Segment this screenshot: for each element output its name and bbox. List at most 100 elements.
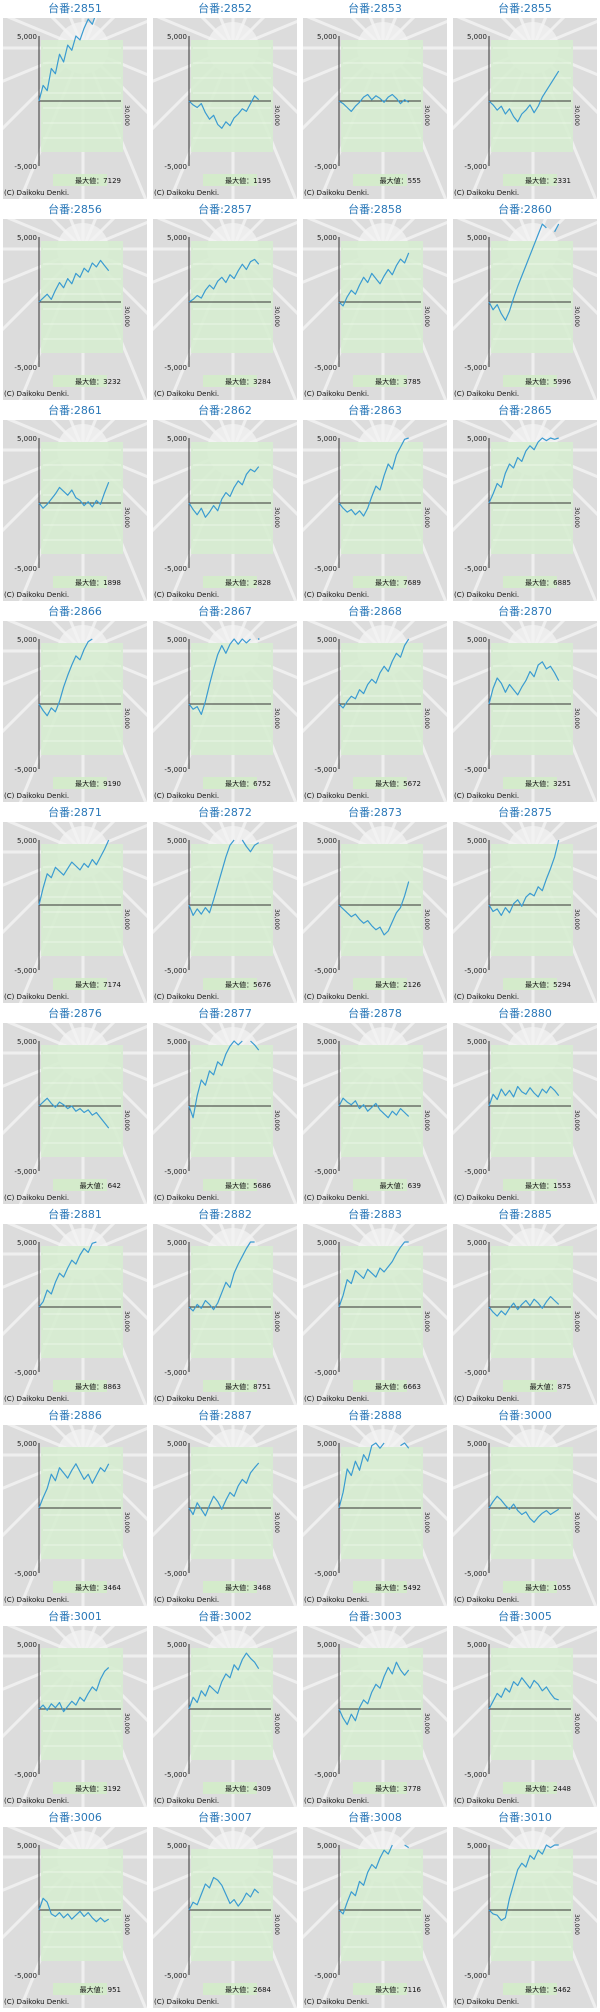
chart-title[interactable]: 台番:3000: [498, 1409, 552, 1422]
chart-title[interactable]: 台番:2855: [498, 2, 552, 15]
chart-title[interactable]: 台番:2868: [348, 605, 402, 618]
background-ray: [6, 18, 84, 50]
background-ray: [531, 1023, 566, 1055]
background-board: [191, 241, 273, 353]
chart-title[interactable]: 台番:2865: [498, 404, 552, 417]
chart-svg: 5,000 -5,000 30,000 最大値：5672 (C) Daikoku Den…: [303, 621, 447, 802]
chart-card: 台番:2872 5,000 -5,000 30,000 最大値：5676 (C) Daik…: [150, 804, 300, 1005]
chart-title[interactable]: 台番:2876: [48, 1007, 102, 1020]
chart-panel: 5,000 -5,000 30,000 最大値：5294 (C) Daikoku Den…: [453, 822, 597, 1003]
background-board-stripes: [493, 1655, 571, 1747]
background-ray: [382, 1024, 447, 1055]
chart-title[interactable]: 台番:2860: [498, 203, 552, 216]
y-tick-label: -5,000: [164, 766, 187, 774]
y-tick-label: -5,000: [164, 1168, 187, 1176]
chart-title[interactable]: 台番:2885: [498, 1208, 552, 1221]
y-tick-label: 5,000: [467, 1440, 487, 1448]
chart-title[interactable]: 台番:2853: [348, 2, 402, 15]
chart-title[interactable]: 台番:2867: [198, 605, 252, 618]
chart-title[interactable]: 台番:2857: [198, 203, 252, 216]
background-ray: [50, 822, 85, 854]
y-tick-label: -5,000: [14, 163, 37, 171]
background-board: [191, 40, 273, 152]
background-board: [491, 643, 573, 755]
chart-title[interactable]: 台番:3005: [498, 1610, 552, 1623]
chart-title[interactable]: 台番:2875: [498, 806, 552, 819]
background-board: [191, 1849, 273, 1961]
chart-title[interactable]: 台番:3001: [48, 1610, 102, 1623]
background-board-stripes: [43, 248, 121, 340]
chart-title[interactable]: 台番:2861: [48, 404, 102, 417]
series-line: [38, 481, 110, 509]
chart-title[interactable]: 台番:3008: [348, 1811, 402, 1824]
max-value-label: 最大値：951: [80, 1985, 121, 1994]
background-ray: [531, 420, 566, 452]
x-tick-label: 30,000: [423, 1110, 430, 1131]
background-board-stripes: [193, 1655, 271, 1747]
chart-svg: 5,000 -5,000 30,000 最大値：2684 (C) Daikoku Den…: [153, 1827, 297, 2008]
chart-title[interactable]: 台番:2883: [348, 1208, 402, 1221]
chart-title[interactable]: 台番:2888: [348, 1409, 402, 1422]
chart-title[interactable]: 台番:2856: [48, 203, 102, 216]
y-tick-label: 5,000: [167, 1842, 187, 1850]
chart-title[interactable]: 台番:2866: [48, 605, 102, 618]
background-ray: [456, 1425, 534, 1457]
chart-title[interactable]: 台番:3006: [48, 1811, 102, 1824]
background-plate: [53, 1179, 107, 1191]
background-ray: [381, 420, 416, 452]
background-ray: [81, 822, 116, 854]
copyright-text: (C) Daikoku Denki.: [154, 1395, 219, 1403]
background-ray: [232, 1426, 297, 1457]
y-tick-label: 5,000: [17, 636, 37, 644]
chart-title[interactable]: 台番:2871: [48, 806, 102, 819]
copyright-text: (C) Daikoku Denki.: [4, 390, 69, 398]
chart-title[interactable]: 台番:3003: [348, 1610, 402, 1623]
background-board-stripes: [343, 449, 421, 541]
chart-card: 台番:2882 5,000 -5,000 30,000 最大値：8751 (C) Daik…: [150, 1206, 300, 1407]
series-line: [38, 638, 93, 717]
background-board: [191, 844, 273, 956]
chart-title[interactable]: 台番:2863: [348, 404, 402, 417]
background-ray: [82, 1627, 147, 1658]
chart-title[interactable]: 台番:3007: [198, 1811, 252, 1824]
background-ray: [200, 822, 235, 854]
x-tick-label: 30,000: [273, 1914, 280, 1935]
chart-title[interactable]: 台番:2877: [198, 1007, 252, 1020]
x-tick-label: 30,000: [423, 105, 430, 126]
chart-title[interactable]: 台番:2886: [48, 1409, 102, 1422]
series-line: [488, 1295, 560, 1317]
chart-panel: 5,000 -5,000 30,000 最大値：5996 (C) Daikoku Den…: [453, 219, 597, 400]
max-value-label: 最大値：3232: [75, 377, 121, 386]
series-line: [38, 18, 96, 102]
x-tick-label: 30,000: [573, 1512, 580, 1533]
chart-title[interactable]: 台番:2870: [498, 605, 552, 618]
background-board: [491, 40, 573, 152]
x-tick-label: 30,000: [273, 306, 280, 327]
chart-svg: 5,000 -5,000 30,000 最大値：3468 (C) Daikoku Den…: [153, 1425, 297, 1606]
chart-title[interactable]: 台番:2882: [198, 1208, 252, 1221]
chart-title[interactable]: 台番:2852: [198, 2, 252, 15]
chart-title[interactable]: 台番:2878: [348, 1007, 402, 1020]
chart-title[interactable]: 台番:2858: [348, 203, 402, 216]
background-board: [341, 241, 423, 353]
y-tick-label: 5,000: [467, 435, 487, 443]
chart-title[interactable]: 台番:2873: [348, 806, 402, 819]
series-line: [488, 223, 547, 321]
chart-panel: 5,000 -5,000 30,000 最大値：3464 (C) Daikoku Den…: [3, 1425, 147, 1606]
y-tick-label: -5,000: [14, 1168, 37, 1176]
background-ray: [382, 421, 447, 452]
background-ray: [82, 823, 147, 854]
chart-title[interactable]: 台番:2887: [198, 1409, 252, 1422]
series-line: [338, 1661, 410, 1726]
chart-title[interactable]: 台番:3002: [198, 1610, 252, 1623]
chart-title[interactable]: 台番:2881: [48, 1208, 102, 1221]
y-tick-label: -5,000: [314, 766, 337, 774]
chart-title[interactable]: 台番:2862: [198, 404, 252, 417]
background-board-stripes: [343, 248, 421, 340]
background-board: [341, 1045, 423, 1157]
y-tick-label: -5,000: [14, 1570, 37, 1578]
chart-title[interactable]: 台番:2851: [48, 2, 102, 15]
chart-title[interactable]: 台番:2872: [198, 806, 252, 819]
chart-title[interactable]: 台番:2880: [498, 1007, 552, 1020]
chart-title[interactable]: 台番:3010: [498, 1811, 552, 1824]
